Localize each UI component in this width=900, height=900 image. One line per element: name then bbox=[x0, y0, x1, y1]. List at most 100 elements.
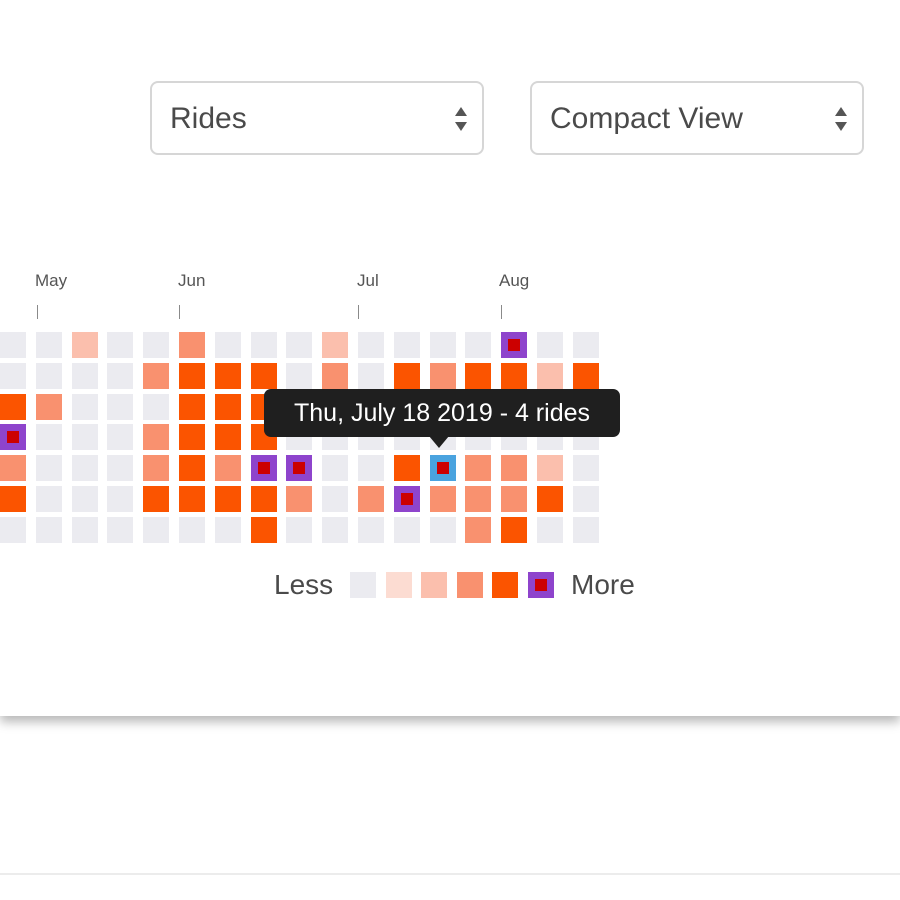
heatmap-cell[interactable] bbox=[179, 517, 205, 543]
heatmap-cell[interactable] bbox=[215, 363, 241, 389]
heatmap-cell[interactable] bbox=[215, 424, 241, 450]
heatmap-cell[interactable] bbox=[72, 394, 98, 420]
heatmap-cell[interactable] bbox=[179, 486, 205, 512]
heatmap-cell[interactable] bbox=[143, 363, 169, 389]
heatmap-cell[interactable] bbox=[215, 332, 241, 358]
heatmap-cell[interactable] bbox=[0, 332, 26, 358]
heatmap-cell[interactable] bbox=[501, 486, 527, 512]
heatmap-cell[interactable] bbox=[573, 332, 599, 358]
heatmap-cell[interactable] bbox=[107, 332, 133, 358]
heatmap-cell[interactable] bbox=[143, 517, 169, 543]
heatmap-cell[interactable] bbox=[107, 517, 133, 543]
heatmap-cell[interactable] bbox=[251, 363, 277, 389]
heatmap-cell[interactable] bbox=[251, 517, 277, 543]
heatmap-cell[interactable] bbox=[465, 363, 491, 389]
heatmap-cell[interactable] bbox=[573, 363, 599, 389]
heatmap-cell[interactable] bbox=[573, 455, 599, 481]
heatmap-cell[interactable] bbox=[430, 455, 456, 481]
heatmap-cell[interactable] bbox=[143, 486, 169, 512]
heatmap-cell[interactable] bbox=[251, 455, 277, 481]
heatmap-cell[interactable] bbox=[465, 486, 491, 512]
heatmap-cell[interactable] bbox=[179, 394, 205, 420]
heatmap-cell[interactable] bbox=[322, 517, 348, 543]
heatmap-cell[interactable] bbox=[286, 363, 312, 389]
heatmap-cell[interactable] bbox=[0, 517, 26, 543]
heatmap-cell[interactable] bbox=[215, 455, 241, 481]
heatmap-cell[interactable] bbox=[286, 455, 312, 481]
heatmap-cell[interactable] bbox=[215, 517, 241, 543]
heatmap-cell[interactable] bbox=[537, 455, 563, 481]
heatmap-cell[interactable] bbox=[358, 363, 384, 389]
heatmap-cell[interactable] bbox=[36, 424, 62, 450]
heatmap-cell[interactable] bbox=[537, 363, 563, 389]
heatmap-cell[interactable] bbox=[501, 517, 527, 543]
heatmap-cell[interactable] bbox=[107, 394, 133, 420]
heatmap-cell[interactable] bbox=[573, 517, 599, 543]
heatmap-cell[interactable] bbox=[573, 486, 599, 512]
heatmap-cell[interactable] bbox=[358, 486, 384, 512]
heatmap-cell[interactable] bbox=[358, 455, 384, 481]
heatmap-cell[interactable] bbox=[286, 517, 312, 543]
heatmap-cell[interactable] bbox=[143, 394, 169, 420]
heatmap-cell[interactable] bbox=[36, 455, 62, 481]
heatmap-cell[interactable] bbox=[179, 424, 205, 450]
heatmap-cell[interactable] bbox=[36, 486, 62, 512]
heatmap-cell[interactable] bbox=[430, 332, 456, 358]
heatmap-cell[interactable] bbox=[0, 394, 26, 420]
heatmap-cell[interactable] bbox=[143, 424, 169, 450]
heatmap-cell[interactable] bbox=[107, 363, 133, 389]
heatmap-cell[interactable] bbox=[465, 517, 491, 543]
heatmap-cell[interactable] bbox=[286, 332, 312, 358]
heatmap-cell[interactable] bbox=[322, 486, 348, 512]
heatmap-cell[interactable] bbox=[322, 332, 348, 358]
heatmap-cell[interactable] bbox=[143, 455, 169, 481]
heatmap-cell[interactable] bbox=[501, 363, 527, 389]
heatmap-cell[interactable] bbox=[107, 486, 133, 512]
heatmap-cell[interactable] bbox=[107, 455, 133, 481]
heatmap-cell[interactable] bbox=[72, 486, 98, 512]
heatmap-cell[interactable] bbox=[36, 363, 62, 389]
heatmap-cell[interactable] bbox=[286, 486, 312, 512]
heatmap-cell[interactable] bbox=[537, 486, 563, 512]
heatmap-cell[interactable] bbox=[0, 455, 26, 481]
view-select[interactable]: Compact View bbox=[530, 81, 864, 155]
heatmap-cell[interactable] bbox=[501, 332, 527, 358]
heatmap-cell[interactable] bbox=[72, 424, 98, 450]
heatmap-cell[interactable] bbox=[72, 517, 98, 543]
heatmap-cell[interactable] bbox=[36, 394, 62, 420]
metric-select[interactable]: Rides bbox=[150, 81, 484, 155]
heatmap-cell[interactable] bbox=[72, 455, 98, 481]
heatmap-cell[interactable] bbox=[36, 517, 62, 543]
heatmap-cell[interactable] bbox=[251, 486, 277, 512]
heatmap-cell[interactable] bbox=[394, 517, 420, 543]
heatmap-cell[interactable] bbox=[537, 517, 563, 543]
heatmap-cell[interactable] bbox=[322, 455, 348, 481]
heatmap-cell[interactable] bbox=[322, 363, 348, 389]
heatmap-cell[interactable] bbox=[107, 424, 133, 450]
heatmap-cell[interactable] bbox=[179, 455, 205, 481]
heatmap-cell[interactable] bbox=[465, 455, 491, 481]
heatmap-cell[interactable] bbox=[215, 394, 241, 420]
heatmap-cell[interactable] bbox=[36, 332, 62, 358]
heatmap-cell[interactable] bbox=[430, 517, 456, 543]
heatmap-cell[interactable] bbox=[537, 332, 563, 358]
heatmap-cell[interactable] bbox=[430, 363, 456, 389]
heatmap-cell[interactable] bbox=[143, 332, 169, 358]
heatmap-cell[interactable] bbox=[358, 517, 384, 543]
heatmap-cell[interactable] bbox=[215, 486, 241, 512]
heatmap-cell[interactable] bbox=[394, 332, 420, 358]
heatmap-cell[interactable] bbox=[430, 486, 456, 512]
heatmap-cell[interactable] bbox=[0, 486, 26, 512]
heatmap-cell[interactable] bbox=[72, 332, 98, 358]
heatmap-cell[interactable] bbox=[179, 332, 205, 358]
heatmap-cell[interactable] bbox=[501, 455, 527, 481]
heatmap-cell[interactable] bbox=[0, 424, 26, 450]
heatmap-cell[interactable] bbox=[72, 363, 98, 389]
heatmap-cell[interactable] bbox=[394, 486, 420, 512]
heatmap-cell[interactable] bbox=[394, 455, 420, 481]
heatmap-cell[interactable] bbox=[0, 363, 26, 389]
heatmap-cell[interactable] bbox=[465, 332, 491, 358]
heatmap-cell[interactable] bbox=[358, 332, 384, 358]
heatmap-cell[interactable] bbox=[251, 332, 277, 358]
heatmap-cell[interactable] bbox=[394, 363, 420, 389]
